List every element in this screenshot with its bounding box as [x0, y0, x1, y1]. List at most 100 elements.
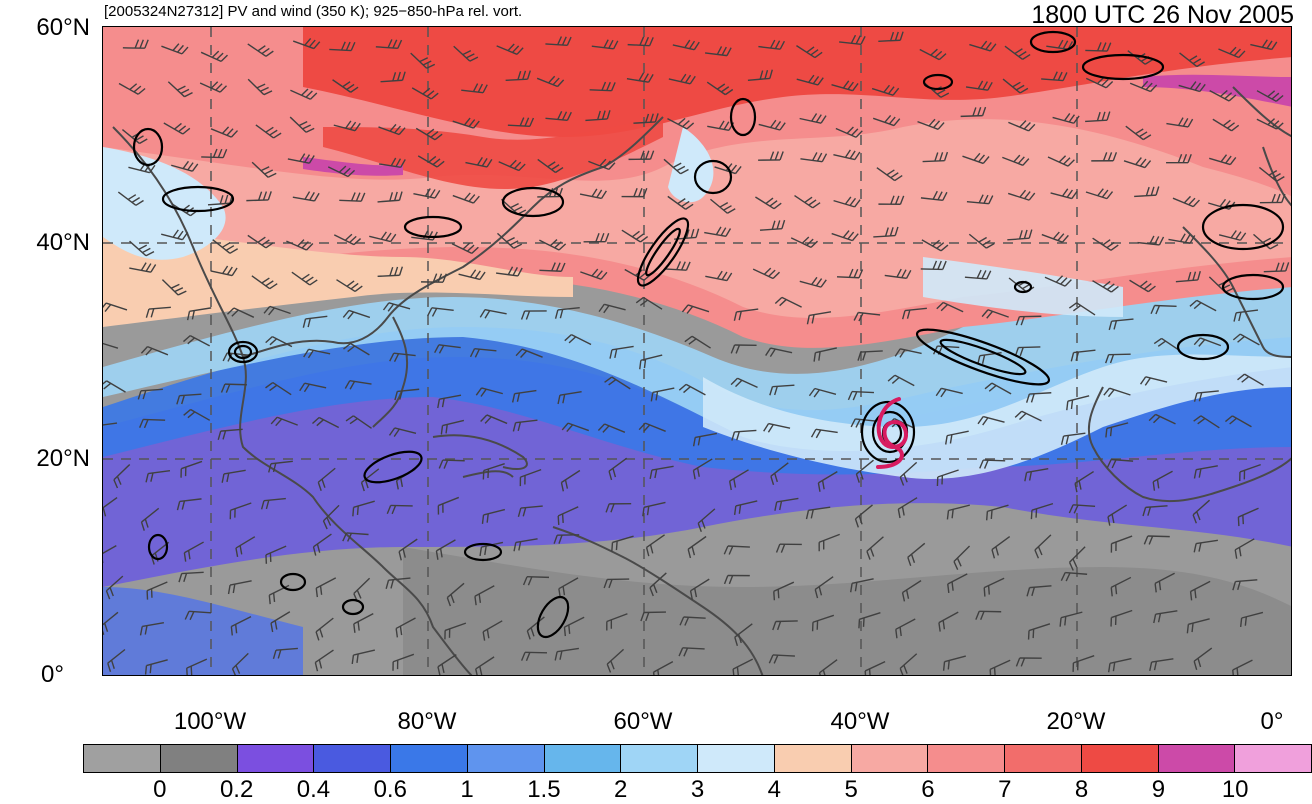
wind-barb-shaft — [481, 387, 503, 395]
wind-barb-feather — [1194, 589, 1197, 599]
wind-barb-feather — [682, 120, 690, 128]
wind-barb-shaft — [794, 194, 814, 209]
wind-barb-feather — [982, 239, 991, 246]
wind-barb-shaft — [781, 296, 802, 308]
wind-barb-shaft — [1155, 610, 1178, 615]
wind-barb-feather — [1064, 616, 1067, 626]
wind-barb-feather — [561, 422, 569, 431]
wind-barb-shaft — [474, 348, 497, 352]
wind-barb-feather — [868, 668, 871, 675]
wind-barb-shaft — [142, 622, 165, 628]
wind-barb-shaft — [308, 348, 331, 355]
wind-barb-shaft — [346, 532, 369, 536]
wind-barb-shaft — [500, 198, 519, 215]
wind-barb-feather — [774, 473, 779, 483]
wind-barb-shaft — [704, 231, 727, 237]
wind-barb-feather — [1015, 316, 1021, 326]
wind-barb-feather — [520, 652, 526, 661]
wind-barb-shaft — [505, 78, 528, 82]
wind-barb-feather — [481, 514, 485, 524]
wind-barb-shaft — [1108, 353, 1131, 356]
wind-barb-feather — [1158, 581, 1162, 591]
wind-barb-shaft — [1109, 657, 1132, 665]
wind-barb-feather — [1224, 92, 1233, 100]
wind-barb-feather — [1135, 157, 1142, 166]
wind-barb-feather — [643, 73, 649, 82]
wind-barb-feather — [1064, 279, 1072, 287]
wind-barb-feather — [227, 584, 231, 595]
wind-barb-feather — [512, 422, 517, 432]
wind-barb-feather — [642, 187, 648, 197]
wind-barb-feather — [475, 668, 478, 675]
wind-barb-feather — [736, 431, 740, 441]
wind-barb-shaft — [747, 77, 770, 82]
wind-barb-feather — [1196, 511, 1201, 521]
wind-barb-feather — [1153, 614, 1157, 624]
wind-barb-feather — [855, 473, 860, 483]
wind-barb-feather — [1187, 153, 1192, 163]
wind-barb-feather — [274, 620, 278, 630]
wind-barb-feather — [1068, 562, 1074, 571]
wind-barb-feather — [1107, 152, 1113, 162]
wind-barb-feather — [883, 84, 890, 93]
wind-barb-feather — [906, 309, 911, 319]
wind-barb-feather — [343, 342, 352, 350]
wind-barb-feather — [144, 39, 149, 49]
wind-barb-feather — [387, 303, 395, 312]
wind-barb-feather — [230, 130, 239, 138]
wind-barb-feather — [1197, 271, 1201, 281]
wind-barb-shaft — [858, 311, 881, 316]
wind-barb-feather — [1020, 316, 1025, 326]
wind-barb-shaft — [855, 418, 878, 422]
wind-barb-feather — [686, 122, 695, 130]
wind-barb-shaft — [1123, 160, 1146, 169]
wind-barb-feather — [1078, 480, 1082, 490]
wind-barb-shaft — [231, 615, 252, 628]
colorbar-swatch — [544, 745, 622, 772]
wind-barb-feather — [516, 392, 521, 402]
wind-barb-shaft — [1004, 45, 1023, 60]
wind-barb-feather — [1106, 191, 1114, 200]
wind-barb-feather — [737, 634, 742, 644]
wind-barb-shaft — [232, 652, 249, 670]
wind-barb-shaft — [103, 496, 118, 509]
wind-barb-feather — [511, 45, 520, 53]
wind-barb-feather — [1107, 663, 1111, 673]
wind-barb-feather — [342, 81, 351, 88]
wind-barb-feather — [316, 419, 324, 427]
wind-barb-feather — [145, 263, 152, 272]
wind-barb-feather — [354, 122, 361, 132]
wind-barb-feather — [256, 83, 266, 89]
wind-barb-feather — [479, 666, 483, 675]
wind-barb-shaft — [439, 394, 462, 400]
wind-barb-feather — [1017, 156, 1025, 165]
wind-barb-feather — [178, 573, 183, 583]
wind-barb-feather — [1019, 412, 1027, 421]
wind-barb-feather — [471, 246, 479, 254]
wind-barb-shaft — [314, 649, 334, 664]
wind-barb-feather — [267, 172, 277, 178]
wind-barb-shaft — [417, 155, 438, 168]
wind-barb-shaft — [983, 415, 1005, 423]
wind-barb-feather — [989, 669, 992, 675]
wind-barb-feather — [518, 541, 522, 551]
wind-barb-shaft — [458, 273, 481, 281]
wind-barb-feather — [220, 54, 229, 62]
wind-barb-feather — [773, 202, 782, 210]
wind-barb-feather — [351, 654, 355, 665]
wind-barb-feather — [901, 310, 906, 320]
wind-barb-shaft — [483, 462, 505, 472]
wind-barb-feather — [184, 92, 193, 98]
wind-barb-feather — [813, 352, 817, 362]
wind-barb-shaft — [255, 124, 274, 139]
wind-barb-shaft — [968, 233, 987, 249]
wind-barb-feather — [509, 159, 517, 168]
wind-barb-feather — [631, 230, 640, 238]
wind-barb-shaft — [640, 354, 663, 362]
wind-barb-feather — [1139, 158, 1147, 167]
lat-label-20n: 20°N — [36, 445, 90, 472]
wind-barb-feather — [557, 395, 561, 405]
wind-barb-shaft — [1085, 119, 1108, 123]
wind-barb-feather — [899, 626, 902, 637]
wind-barb-feather — [979, 459, 984, 469]
